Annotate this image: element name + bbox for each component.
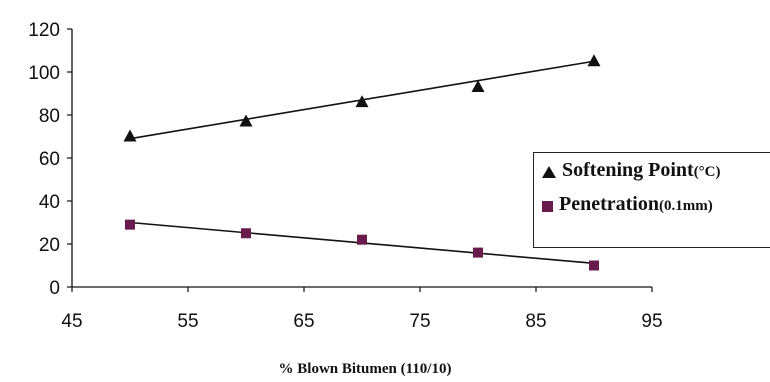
y-tick-label: 120 [28, 20, 60, 41]
legend-item-penetration: Penetration(0.1mm) [542, 193, 713, 216]
y-tick-label: 20 [39, 235, 60, 256]
penetration-marker [125, 220, 135, 230]
square-marker-icon [542, 201, 553, 212]
trendlines [130, 61, 594, 263]
y-tick-label: 100 [28, 63, 60, 84]
x-tick-label: 75 [409, 311, 430, 332]
softening-point-marker [588, 54, 601, 66]
y-tick-label: 60 [39, 149, 60, 170]
x-tick-label: 95 [641, 311, 662, 332]
legend-label: Softening Point [562, 159, 694, 181]
penetration-marker [589, 261, 599, 271]
y-tick-label: 80 [39, 106, 60, 127]
x-tick-label: 65 [293, 311, 314, 332]
legend-item-softening-point: Softening Point(°C) [542, 159, 721, 182]
y-tick-label: 0 [49, 278, 60, 299]
x-axis-title: % Blown Bitumen (110/10) [279, 361, 452, 377]
data-markers [124, 54, 601, 270]
x-tick-label: 45 [61, 311, 82, 332]
penetration-marker [357, 235, 367, 245]
legend-unit: (0.1mm) [659, 198, 713, 214]
softening-point-marker [124, 130, 137, 142]
penetration-marker [241, 228, 251, 238]
legend-unit: (°C) [694, 164, 721, 180]
triangle-marker-icon [542, 166, 556, 178]
penetration-marker [473, 248, 483, 258]
legend: Softening Point(°C) Penetration(0.1mm) [533, 152, 770, 248]
legend-label: Penetration [559, 193, 659, 215]
y-tick-label: 40 [39, 192, 60, 213]
x-tick-label: 55 [177, 311, 198, 332]
x-tick-label: 85 [525, 311, 546, 332]
